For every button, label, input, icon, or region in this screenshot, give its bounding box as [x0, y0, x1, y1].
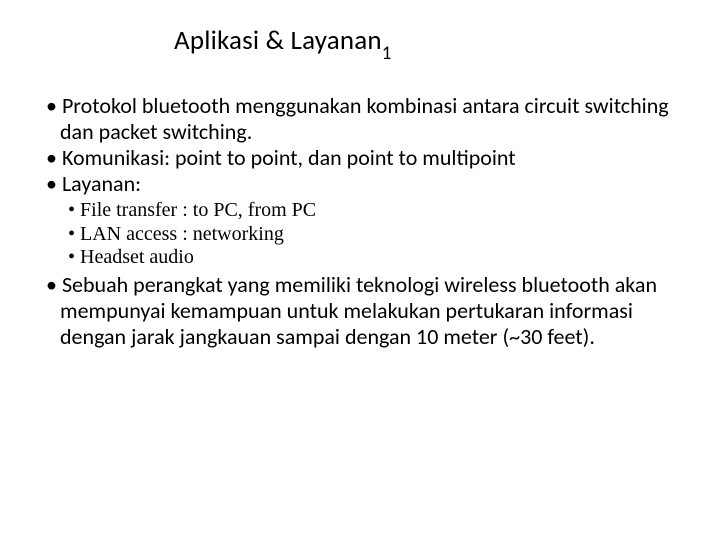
sub-bullet-list: File transfer : to PC, from PC LAN acces…: [68, 199, 680, 270]
bullet-item: Sebuah perangkat yang memiliki teknologi…: [42, 272, 680, 350]
slide-title: Aplikasi & Layanan1: [174, 24, 680, 61]
sub-bullet-item: LAN access : networking: [68, 223, 680, 247]
title-subscript: 1: [382, 42, 392, 65]
bullet-item: Layanan:: [42, 171, 680, 197]
sub-bullet-item: File transfer : to PC, from PC: [68, 199, 680, 223]
bullet-item: Komunikasi: point to point, dan point to…: [42, 145, 680, 171]
bullet-item: Protokol bluetooth menggunakan kombinasi…: [42, 93, 680, 145]
title-main: Aplikasi & Layanan: [174, 24, 382, 57]
sub-bullet-item: Headset audio: [68, 246, 680, 270]
bullet-list: Protokol bluetooth menggunakan kombinasi…: [42, 93, 680, 349]
